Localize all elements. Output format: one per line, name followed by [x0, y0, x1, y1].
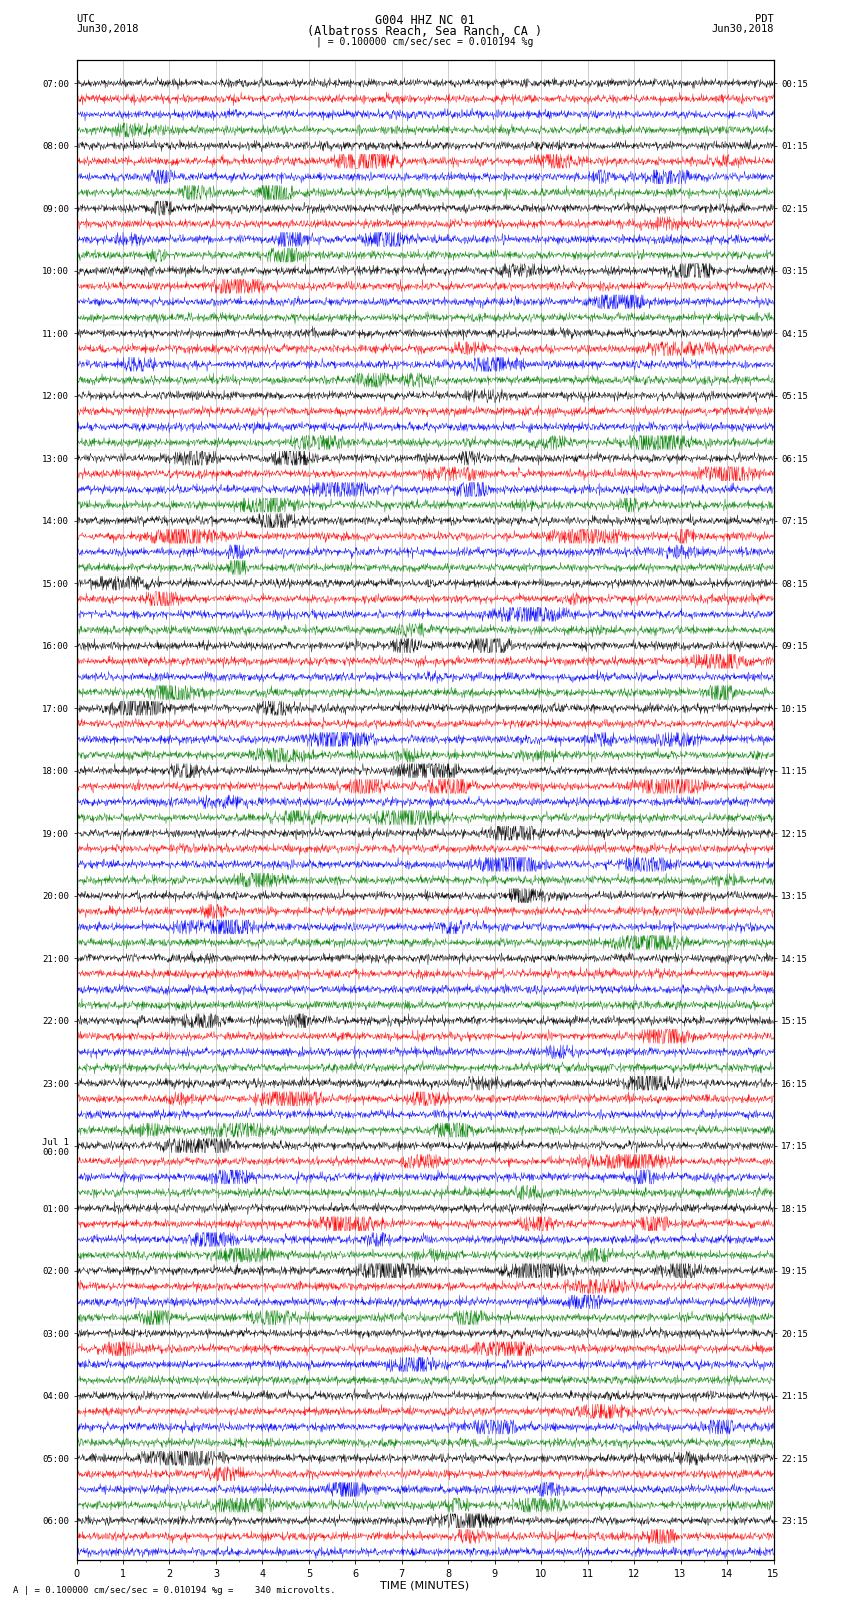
Text: (Albatross Reach, Sea Ranch, CA ): (Albatross Reach, Sea Ranch, CA ) — [308, 24, 542, 39]
Text: Jun30,2018: Jun30,2018 — [711, 24, 774, 34]
Text: | = 0.100000 cm/sec/sec = 0.010194 %g: | = 0.100000 cm/sec/sec = 0.010194 %g — [316, 37, 534, 47]
Text: A | = 0.100000 cm/sec/sec = 0.010194 %g =    340 microvolts.: A | = 0.100000 cm/sec/sec = 0.010194 %g … — [13, 1586, 335, 1595]
Text: PDT: PDT — [755, 13, 774, 24]
Text: UTC: UTC — [76, 13, 95, 24]
Text: Jun30,2018: Jun30,2018 — [76, 24, 139, 34]
Text: G004 HHZ NC 01: G004 HHZ NC 01 — [375, 13, 475, 27]
X-axis label: TIME (MINUTES): TIME (MINUTES) — [381, 1581, 469, 1590]
